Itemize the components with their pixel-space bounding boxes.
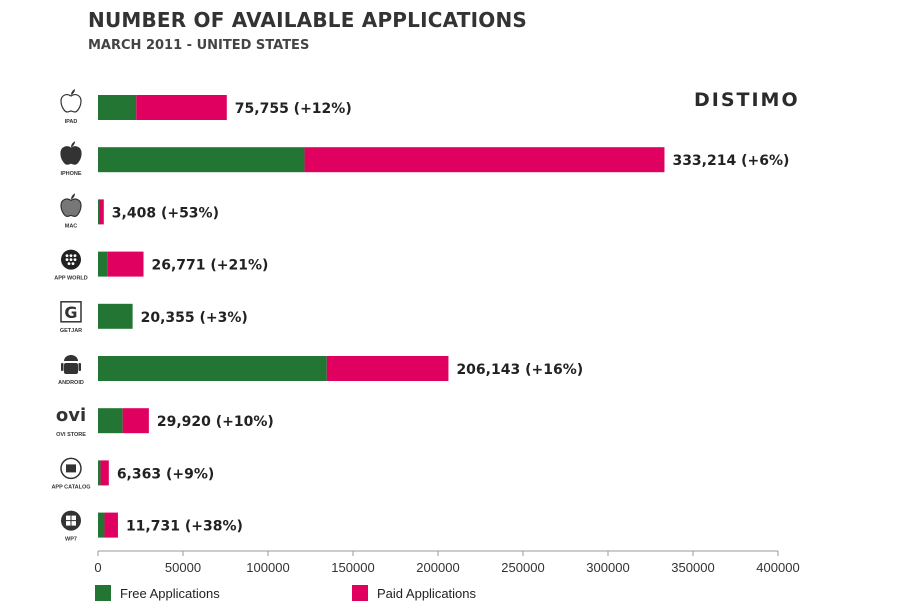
chart-subtitle: MARCH 2011 - UNITED STATES xyxy=(88,38,309,53)
bar-free-0 xyxy=(98,95,137,120)
blackberry-icon xyxy=(61,249,81,270)
bar-free-7 xyxy=(98,460,101,486)
data-label: 26,771 (+21%) xyxy=(152,258,269,274)
legend-swatch-paid xyxy=(352,585,368,601)
bar-free-6 xyxy=(98,408,123,434)
bar-free-5 xyxy=(98,356,327,381)
platform-label: IPHONE xyxy=(60,171,81,177)
bar-free-2 xyxy=(98,199,100,225)
data-label: 75,755 (+12%) xyxy=(235,101,352,117)
platform-icons: IPAD IPHONE MAC APP WORLD G GETJAR ANDROID ovi O… xyxy=(51,89,91,543)
bar-paid-7 xyxy=(100,460,109,486)
x-tick-label: 0 xyxy=(94,560,101,575)
bar-paid-8 xyxy=(104,512,118,538)
bar-free-1 xyxy=(98,147,305,173)
bar-free-3 xyxy=(98,251,108,277)
bar-paid-6 xyxy=(122,408,149,434)
x-tick-label: 100000 xyxy=(246,560,289,575)
platform-label: MAC xyxy=(65,223,78,229)
data-label: 11,731 (+38%) xyxy=(126,519,243,535)
platform-label: WP7 xyxy=(65,537,77,543)
chart-title: NUMBER OF AVAILABLE APPLICATIONS xyxy=(88,8,527,32)
x-tick-label: 50000 xyxy=(165,560,201,575)
bars-group: 75,755 (+12%) 333,214 (+6%) 3,408 (+53%) 26… xyxy=(98,95,789,538)
bar-paid-1 xyxy=(304,147,665,173)
windows-icon xyxy=(61,510,81,531)
platform-label: APP WORLD xyxy=(54,276,88,282)
brand-logo: DISTIMO xyxy=(694,89,800,111)
data-label: 333,214 (+6%) xyxy=(672,153,789,169)
apple-solid-icon xyxy=(60,141,82,165)
platform-label: APP CATALOG xyxy=(51,484,90,490)
platform-label: ANDROID xyxy=(58,380,84,386)
data-label: 29,920 (+10%) xyxy=(157,414,274,430)
apple-metal-icon xyxy=(60,193,82,218)
getjar-icon: G xyxy=(60,301,82,323)
bar-paid-0 xyxy=(136,95,227,120)
x-axis: 0 50000 100000 150000 200000 250000 300000 3500… xyxy=(94,550,800,575)
x-tick-label: 200000 xyxy=(416,560,459,575)
platform-label: OVI STORE xyxy=(56,432,86,438)
legend-label-free: Free Applications xyxy=(120,586,220,601)
apple-outline-icon xyxy=(60,89,82,113)
data-label: 20,355 (+3%) xyxy=(141,310,248,326)
bar-paid-3 xyxy=(107,251,144,277)
bar-free-4 xyxy=(98,303,133,329)
legend-swatch-free xyxy=(95,585,111,601)
x-tick-label: 300000 xyxy=(586,560,629,575)
data-label: 6,363 (+9%) xyxy=(117,466,214,482)
x-tick-label: 350000 xyxy=(671,560,714,575)
svg-text:G: G xyxy=(64,303,77,322)
bar-free-8 xyxy=(98,512,105,538)
x-tick-label: 150000 xyxy=(331,560,374,575)
bar-paid-2 xyxy=(99,199,104,225)
palm-icon xyxy=(60,457,82,480)
svg-text:ovi: ovi xyxy=(56,405,86,426)
data-label: 206,143 (+16%) xyxy=(456,362,583,378)
legend: Free Applications Paid Applications xyxy=(95,585,477,601)
x-tick-label: 400000 xyxy=(756,560,799,575)
platform-label: IPAD xyxy=(65,119,78,125)
ovi-icon: ovi xyxy=(56,405,86,426)
android-icon xyxy=(61,355,81,374)
data-label: 3,408 (+53%) xyxy=(112,205,219,221)
platform-label: GETJAR xyxy=(60,328,82,334)
legend-label-paid: Paid Applications xyxy=(377,586,477,601)
x-tick-label: 250000 xyxy=(501,560,544,575)
bar-paid-5 xyxy=(326,356,449,381)
